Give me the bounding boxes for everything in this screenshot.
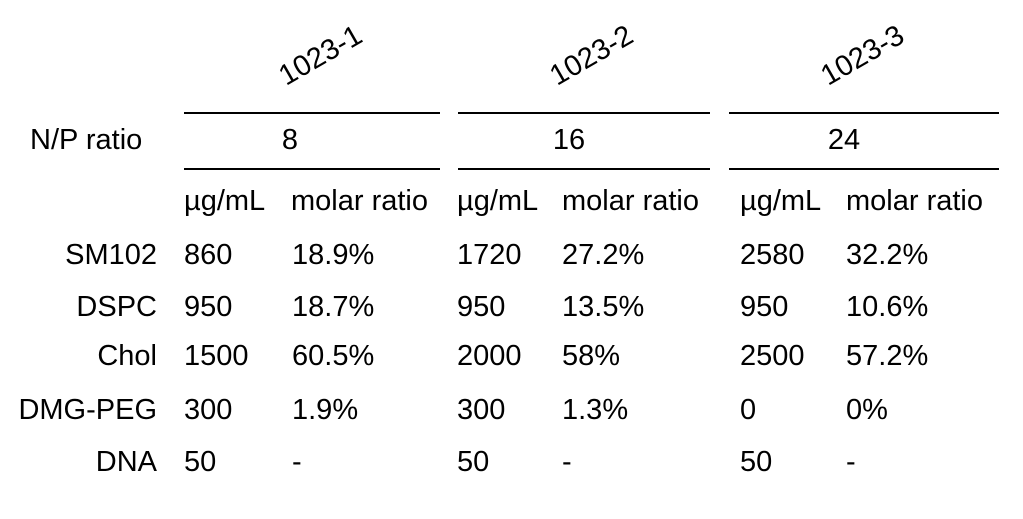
row-label-dna: DNA [95,446,157,478]
cell-dmgpeg-g2-ratio: 1.3% [562,394,629,426]
np-ratio-value-2: 16 [552,124,586,156]
row-label-dspc: DSPC [76,291,157,323]
np-ratio-value-1: 8 [281,124,299,156]
group-title-1023-3: 1023-3 [815,19,910,93]
cell-dna-g3-ratio: - [846,446,856,478]
group-1-bottom-rule [184,168,440,170]
row-label-chol: Chol [97,340,157,372]
cell-dna-g3-conc: 50 [740,446,773,478]
cell-dmgpeg-g1-conc: 300 [184,394,233,426]
group-3-bottom-rule [729,168,999,170]
group-title-1023-2: 1023-2 [544,19,639,93]
cell-sm102-g2-conc: 1720 [457,239,522,271]
ratio-header-3: molar ratio [846,185,983,217]
cell-chol-g2-ratio: 58% [562,340,621,372]
cell-dspc-g3-conc: 950 [740,291,789,323]
cell-dmgpeg-g3-ratio: 0% [846,394,888,426]
cell-chol-g1-conc: 1500 [184,340,249,372]
cell-dspc-g3-ratio: 10.6% [846,291,929,323]
cell-chol-g2-conc: 2000 [457,340,522,372]
cell-dna-g2-ratio: - [562,446,572,478]
unit-header-2: µg/mL [457,185,539,217]
cell-dspc-g2-conc: 950 [457,291,506,323]
group-2-bottom-rule [458,168,710,170]
cell-sm102-g1-conc: 860 [184,239,233,271]
cell-chol-g3-ratio: 57.2% [846,340,929,372]
cell-sm102-g3-ratio: 32.2% [846,239,929,271]
unit-header-1: µg/mL [184,185,266,217]
cell-dmgpeg-g3-conc: 0 [740,394,757,426]
row-label-dmg-peg: DMG-PEG [18,394,157,426]
cell-sm102-g3-conc: 2580 [740,239,805,271]
group-1-top-rule [184,112,440,114]
cell-dspc-g1-ratio: 18.7% [292,291,375,323]
np-ratio-value-3: 24 [827,124,861,156]
ratio-header-1: molar ratio [291,185,428,217]
group-title-1023-1: 1023-1 [273,19,368,93]
cell-dna-g1-ratio: - [292,446,302,478]
group-3-top-rule [729,112,999,114]
cell-dspc-g1-conc: 950 [184,291,233,323]
cell-chol-g3-conc: 2500 [740,340,805,372]
unit-header-3: µg/mL [740,185,822,217]
cell-dna-g2-conc: 50 [457,446,490,478]
cell-chol-g1-ratio: 60.5% [292,340,375,372]
cell-dmgpeg-g2-conc: 300 [457,394,506,426]
ratio-header-2: molar ratio [562,185,699,217]
np-ratio-label: N/P ratio [30,124,143,156]
row-label-sm102: SM102 [65,239,157,271]
cell-dmgpeg-g1-ratio: 1.9% [292,394,359,426]
cell-dspc-g2-ratio: 13.5% [562,291,645,323]
cell-sm102-g1-ratio: 18.9% [292,239,375,271]
cell-sm102-g2-ratio: 27.2% [562,239,645,271]
cell-dna-g1-conc: 50 [184,446,217,478]
group-2-top-rule [458,112,710,114]
